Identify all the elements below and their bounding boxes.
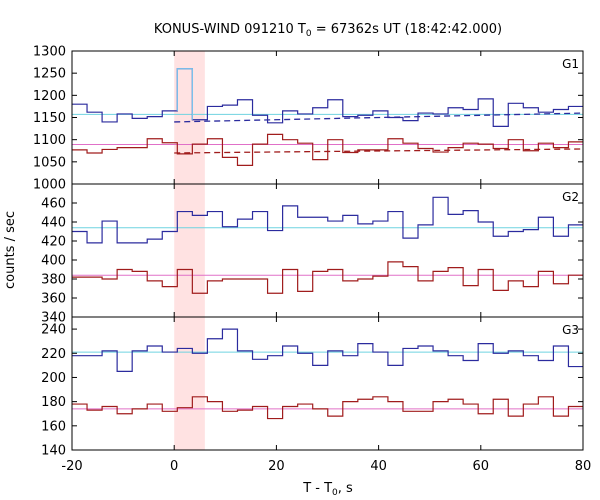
x-tick-label: 0 bbox=[170, 459, 178, 474]
panel-tag: G1 bbox=[562, 57, 579, 71]
x-tick-label: 80 bbox=[575, 459, 592, 474]
x-tick-label: 60 bbox=[473, 459, 490, 474]
x-tick-label: 20 bbox=[268, 459, 285, 474]
y-tick-label: 180 bbox=[41, 395, 66, 410]
y-tick-label: 340 bbox=[41, 311, 66, 326]
y-tick-label: 440 bbox=[41, 216, 66, 231]
y-tick-label: 1000 bbox=[33, 178, 66, 193]
step-series-lower bbox=[72, 261, 583, 294]
panel-frame bbox=[71, 50, 584, 185]
dashed-reference-upper bbox=[174, 112, 584, 123]
step-series-upper bbox=[72, 68, 583, 127]
panel-frame bbox=[71, 316, 584, 451]
y-tick-label: 240 bbox=[41, 323, 66, 338]
step-series-lower bbox=[72, 133, 583, 166]
y-tick-label: 1100 bbox=[33, 133, 66, 148]
panel-g3: 140 160 180 200 220 240 G3 bbox=[41, 316, 584, 459]
y-tick-label: 220 bbox=[41, 347, 66, 362]
y-tick-label: 200 bbox=[41, 371, 66, 386]
y-tick-label: 1250 bbox=[33, 67, 66, 82]
chart-title: KONUS-WIND 091210 T0 = 67362s UT (18:42:… bbox=[154, 22, 502, 39]
y-tick-label: 1050 bbox=[33, 155, 66, 170]
y-tick-label: 460 bbox=[41, 197, 66, 212]
y-tick-label: 380 bbox=[41, 273, 66, 288]
peak-bin-marker bbox=[176, 68, 193, 120]
step-series-lower bbox=[72, 396, 583, 420]
y-tick-label: 160 bbox=[41, 419, 66, 434]
y-tick-label: 1300 bbox=[33, 45, 66, 60]
burst-interval-highlight bbox=[174, 51, 205, 450]
step-series-upper bbox=[72, 196, 583, 244]
panel-tag: G3 bbox=[562, 323, 579, 337]
dashed-reference-lower bbox=[174, 148, 584, 154]
y-tick-label: 1200 bbox=[33, 89, 66, 104]
y-axis-label: counts / sec bbox=[3, 211, 18, 289]
panel-g2: 340 360 380 400 420 440 460 G2 bbox=[41, 183, 584, 326]
x-tick-label: -20 bbox=[61, 459, 82, 474]
x-axis-label: T - T0, s bbox=[302, 481, 353, 498]
y-tick-label: 360 bbox=[41, 292, 66, 307]
panel-tag: G2 bbox=[562, 190, 579, 204]
panel-frame bbox=[71, 183, 584, 318]
y-tick-label: 140 bbox=[41, 444, 66, 459]
panel-g1: 1000 1050 1100 1150 1200 1250 1300 G1 bbox=[33, 45, 584, 193]
x-tick-label: 40 bbox=[370, 459, 387, 474]
plot-area: 1000 1050 1100 1150 1200 1250 1300 G1 340 360 380 4… bbox=[33, 45, 591, 475]
y-tick-label: 400 bbox=[41, 254, 66, 269]
y-tick-label: 420 bbox=[41, 235, 66, 250]
step-series-upper bbox=[72, 328, 583, 373]
y-tick-label: 1150 bbox=[33, 111, 66, 126]
